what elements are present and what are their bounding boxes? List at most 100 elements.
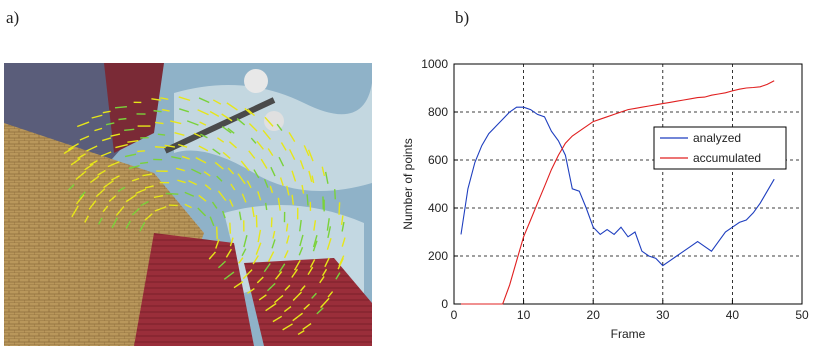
flow-vector — [215, 226, 218, 240]
flow-vector — [212, 148, 221, 155]
x-tick-label: 0 — [451, 308, 458, 322]
flow-vector — [319, 276, 325, 284]
flow-vector — [178, 96, 191, 102]
flow-vector — [266, 282, 276, 292]
flow-vector — [131, 207, 140, 216]
flow-vector — [102, 110, 111, 114]
series-line-accumulated — [461, 80, 775, 305]
flow-vector — [312, 234, 318, 248]
flow-vector — [326, 237, 332, 250]
flow-vector — [307, 266, 314, 276]
flow-vector — [76, 121, 90, 128]
flow-vector — [165, 192, 179, 195]
flow-vector — [242, 269, 253, 280]
flow-vector — [236, 118, 246, 126]
flow-vector — [233, 281, 244, 289]
flow-vector — [124, 153, 137, 158]
flow-vector — [195, 157, 207, 164]
flow-vector — [223, 271, 235, 280]
line-chart: 0 10 20 30 40 50 0 200 400 600 800 1000 Frame Numb… — [401, 57, 809, 341]
flow-vector — [79, 191, 86, 199]
flow-vector — [284, 284, 291, 291]
grid-lines — [454, 64, 802, 304]
flow-vector — [251, 206, 255, 218]
flow-vector — [142, 173, 153, 177]
legend-box — [653, 126, 787, 170]
flow-vector — [124, 128, 135, 132]
flow-vector — [303, 303, 311, 310]
flow-vector — [118, 117, 127, 121]
flow-vector — [217, 190, 227, 202]
flow-vector — [75, 170, 87, 180]
cloud — [174, 83, 372, 191]
flow-vector — [321, 268, 328, 277]
flow-vector — [273, 294, 284, 304]
flow-vector — [250, 137, 257, 144]
flow-vector — [102, 180, 114, 189]
flow-vector — [327, 226, 332, 239]
flow-vector — [91, 114, 103, 119]
flow-vector — [256, 276, 264, 284]
flow-vector — [214, 161, 224, 170]
flow-vector — [326, 218, 330, 231]
lamp-head — [244, 69, 268, 93]
flow-vector — [258, 294, 267, 301]
flow-vector — [257, 229, 262, 243]
plot-area — [453, 63, 803, 305]
flow-vector — [298, 246, 304, 256]
flow-vector — [227, 127, 235, 134]
flow-vector — [84, 163, 94, 171]
flow-vector — [114, 105, 127, 109]
flow-vector — [291, 194, 295, 205]
flow-vector — [75, 194, 85, 205]
flow-vector — [135, 188, 147, 195]
flow-vector — [200, 133, 208, 139]
flow-vector — [108, 195, 117, 202]
flow-vector — [285, 223, 289, 232]
flow-vector — [154, 146, 166, 149]
flow-vector — [279, 177, 284, 186]
flow-vector — [140, 161, 149, 165]
flow-vector — [63, 147, 74, 155]
flow-vector — [125, 220, 132, 229]
flow-vector — [184, 191, 195, 197]
flow-vector — [215, 239, 220, 249]
flow-vector — [247, 287, 255, 294]
flow-vector — [68, 143, 79, 150]
flow-vector — [70, 158, 81, 166]
flow-vector — [77, 153, 86, 160]
flow-vector — [278, 263, 286, 273]
flow-vector — [197, 207, 207, 217]
flow-vector — [291, 170, 297, 182]
flow-vector — [137, 150, 146, 153]
flow-vector — [227, 167, 235, 175]
flow-vector — [303, 145, 310, 157]
flow-vector — [228, 141, 237, 149]
flow-vector — [107, 161, 120, 168]
flow-vector — [307, 149, 314, 162]
flow-vector — [154, 206, 167, 212]
flow-vector — [162, 108, 170, 112]
x-tick-label: 40 — [726, 308, 740, 322]
flow-vector — [89, 159, 98, 166]
flow-vector — [131, 177, 140, 182]
flow-vector — [225, 248, 232, 258]
x-axis-label: Frame — [611, 327, 646, 341]
flow-vector — [246, 180, 252, 189]
x-tick-label: 30 — [656, 308, 670, 322]
flow-vector — [230, 183, 236, 191]
optical-flow-scene-image — [4, 63, 372, 346]
x-tick-label: 20 — [587, 308, 601, 322]
flow-vector — [324, 257, 330, 268]
flow-vector — [337, 258, 344, 270]
flow-vector — [272, 315, 283, 323]
flow-vector — [86, 145, 98, 152]
flow-vector — [209, 110, 220, 117]
legend-label-analyzed: analyzed — [693, 131, 741, 145]
flow-vector — [153, 194, 164, 199]
flow-vector — [309, 259, 316, 268]
y-tick-label: 600 — [428, 153, 448, 167]
flow-vector — [217, 260, 227, 269]
flow-vector — [198, 194, 207, 202]
flow-vector — [335, 272, 341, 280]
